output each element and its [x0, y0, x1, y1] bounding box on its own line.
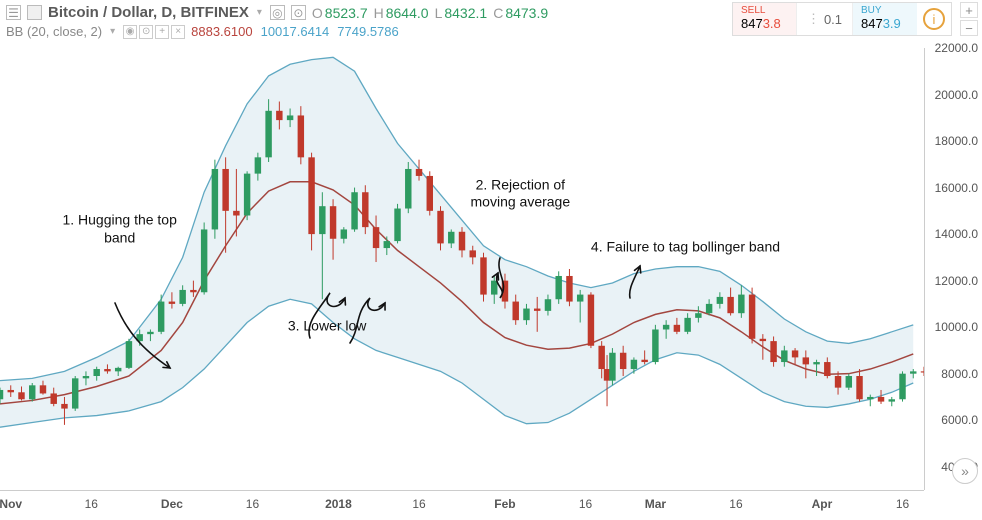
chart-svg — [0, 48, 924, 490]
x-axis-tick: 16 — [412, 497, 425, 511]
scroll-to-end-button[interactable]: » — [952, 458, 978, 484]
y-axis-tick: 10000.0 — [935, 320, 978, 334]
buy-button[interactable]: BUY 8473.9 — [853, 3, 917, 35]
ohlc-values: O8523.7 H8644.0 L8432.1 C8473.9 — [312, 5, 548, 21]
buy-price: 8473.9 — [861, 16, 909, 32]
trade-panel: SELL 8473.8 ⋮0.1 BUY 8473.9 i — [732, 2, 952, 36]
x-axis-tick: 16 — [246, 497, 259, 511]
indicator-settings-icon[interactable]: ⊙ — [139, 25, 153, 39]
y-axis-tick: 16000.0 — [935, 181, 978, 195]
y-axis-tick: 12000.0 — [935, 274, 978, 288]
x-axis-tick: 16 — [729, 497, 742, 511]
compare-icon[interactable]: ◎ — [270, 5, 285, 20]
sell-button[interactable]: SELL 8473.8 — [733, 3, 797, 35]
time-axis[interactable]: Nov 16 Dec 16 2018 16 Feb 16 Mar 16 Apr 16 — [0, 490, 924, 520]
x-axis-tick: 16 — [896, 497, 909, 511]
indicator-values: 8883.610010017.64147749.5786 — [191, 24, 407, 39]
zoom-out-button[interactable]: − — [960, 20, 978, 36]
x-axis-tick: Mar — [645, 497, 666, 511]
x-axis-tick: 2018 — [325, 497, 352, 511]
x-axis-tick: Feb — [494, 497, 515, 511]
indicator-dropdown-icon[interactable]: ▾ — [108, 26, 117, 37]
symbol-name[interactable]: Bitcoin / Dollar, D, BITFINEX — [48, 4, 249, 21]
indicator-remove-icon[interactable]: × — [171, 25, 185, 39]
zoom-in-button[interactable]: + — [960, 2, 978, 18]
chart-container: ☰ Bitcoin / Dollar, D, BITFINEX ▾ ◎ ⊙ O8… — [0, 0, 982, 520]
settings-icon[interactable]: ⊙ — [291, 5, 306, 20]
symbol-dropdown-icon[interactable]: ▾ — [255, 7, 264, 18]
spread-box: ⋮0.1 — [797, 3, 853, 35]
indicator-row: BB (20, close, 2) ▾ ◉ ⊙ + × 8883.6100100… — [6, 24, 548, 39]
y-axis-tick: 22000.0 — [935, 41, 978, 55]
y-axis-tick: 18000.0 — [935, 134, 978, 148]
symbol-icon — [27, 5, 42, 20]
indicator-visibility-icon[interactable]: ◉ — [123, 25, 137, 39]
x-axis-tick: 16 — [85, 497, 98, 511]
symbol-title-row: ☰ Bitcoin / Dollar, D, BITFINEX ▾ ◎ ⊙ O8… — [6, 4, 548, 21]
price-axis[interactable]: 4000.06000.08000.010000.012000.014000.01… — [924, 48, 982, 490]
y-axis-tick: 8000.0 — [941, 367, 978, 381]
x-axis-tick: 16 — [579, 497, 592, 511]
buy-label: BUY — [861, 6, 909, 16]
x-axis-tick: Dec — [161, 497, 183, 511]
chart-plot-area[interactable]: 1. Hugging the top band2. Rejection of m… — [0, 48, 924, 490]
y-axis-tick: 6000.0 — [941, 413, 978, 427]
info-icon[interactable]: i — [923, 8, 945, 30]
menu-icon[interactable]: ☰ — [6, 5, 21, 20]
sell-label: SELL — [741, 6, 788, 16]
y-axis-tick: 14000.0 — [935, 227, 978, 241]
sell-price: 8473.8 — [741, 16, 788, 32]
indicator-name[interactable]: BB (20, close, 2) — [6, 24, 102, 39]
indicator-add-icon[interactable]: + — [155, 25, 169, 39]
x-axis-tick: Nov — [0, 497, 22, 511]
y-axis-tick: 20000.0 — [935, 88, 978, 102]
x-axis-tick: Apr — [812, 497, 833, 511]
